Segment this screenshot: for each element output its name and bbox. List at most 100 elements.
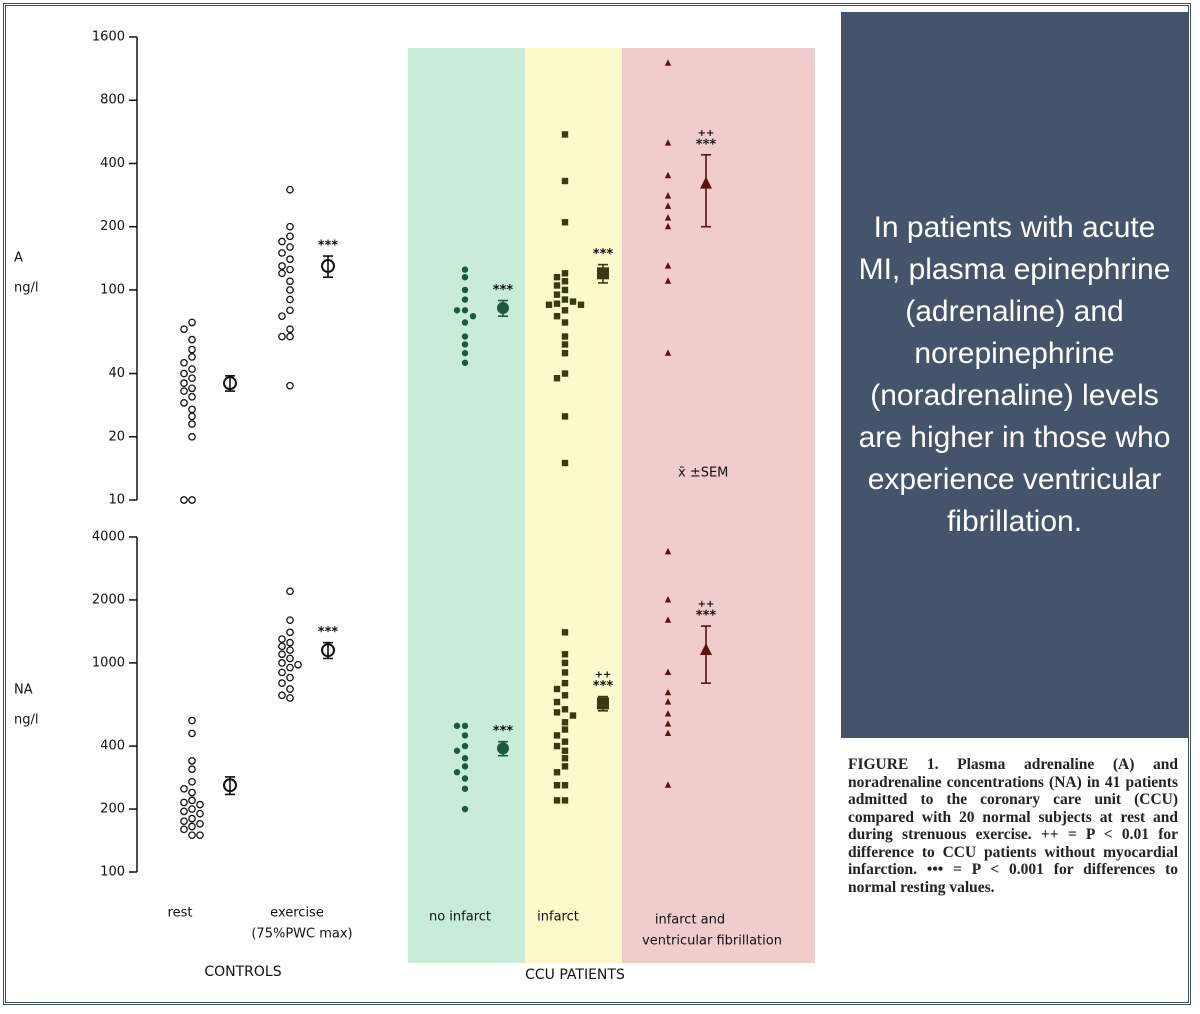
dot <box>180 399 188 407</box>
dot <box>561 782 569 789</box>
dot <box>461 286 469 294</box>
dot <box>286 265 294 274</box>
dot <box>188 374 196 383</box>
group-label: ventricular fibrillation <box>642 934 782 949</box>
dot <box>223 376 237 391</box>
y-tick-label: 1600 <box>92 30 125 45</box>
y-tick-label: 400 <box>100 156 125 171</box>
dot <box>278 691 286 700</box>
y-tick-label: 2000 <box>92 592 125 607</box>
dot <box>553 685 561 693</box>
dot <box>461 805 469 813</box>
dot <box>188 392 196 401</box>
dot <box>286 587 294 596</box>
dot <box>664 222 672 230</box>
y-tick-label: 1000 <box>92 655 125 670</box>
dot <box>561 459 569 467</box>
dot <box>188 729 196 738</box>
dot <box>286 185 294 194</box>
dot <box>664 277 672 284</box>
dot <box>561 726 569 733</box>
dot <box>664 616 672 623</box>
dot <box>188 822 196 831</box>
dot <box>664 710 672 717</box>
dot <box>278 659 286 667</box>
significance: ++ <box>595 670 612 681</box>
dot <box>597 267 609 280</box>
callout: In patients with acute MI, plasma epinep… <box>841 12 1188 738</box>
dot <box>561 679 569 687</box>
dot <box>278 642 286 651</box>
dot <box>700 176 712 189</box>
dot <box>461 273 469 281</box>
dot <box>664 139 672 146</box>
dot <box>553 769 561 776</box>
dot <box>700 643 712 656</box>
dot <box>180 807 188 816</box>
dot <box>286 222 294 231</box>
dot <box>561 296 569 303</box>
dot <box>286 277 294 286</box>
dot <box>180 798 188 807</box>
group-label: no infarct <box>429 910 491 925</box>
y-tick-label: 40 <box>108 366 125 381</box>
dot <box>180 379 188 387</box>
y-axis-label: A <box>14 251 23 266</box>
y-tick-label: 4000 <box>92 530 125 545</box>
group-label: (75%PWC max) <box>251 927 352 942</box>
dot <box>461 333 469 340</box>
dot <box>561 413 569 420</box>
dot <box>664 349 672 356</box>
dot <box>664 547 672 555</box>
dot <box>561 333 569 340</box>
dot <box>553 300 561 307</box>
dot <box>278 237 286 246</box>
dot <box>286 243 294 251</box>
dot <box>286 306 294 315</box>
dot <box>461 319 469 326</box>
dot <box>286 255 294 264</box>
dot <box>461 296 469 303</box>
y-tick-label: 200 <box>100 219 125 234</box>
mean-note: x̄ ±SEM <box>678 466 728 481</box>
dot <box>561 319 569 326</box>
dot <box>553 291 561 298</box>
dot <box>597 697 609 710</box>
dot <box>664 668 672 676</box>
dot <box>561 659 569 667</box>
dot <box>561 747 569 754</box>
dot <box>461 742 469 750</box>
band-infarct <box>525 48 622 963</box>
y-tick-label: 100 <box>100 282 125 297</box>
dot <box>188 384 196 393</box>
group-label: infarct <box>537 910 579 925</box>
dot <box>196 809 204 818</box>
dot <box>196 831 204 840</box>
dot <box>461 722 469 730</box>
significance: *** <box>493 724 514 739</box>
dot <box>461 755 469 762</box>
significance: ++ <box>698 599 715 610</box>
dot <box>561 651 569 658</box>
dot <box>321 259 335 274</box>
dot <box>188 805 196 813</box>
dot <box>545 301 553 308</box>
dot <box>278 312 286 321</box>
dot <box>188 345 196 354</box>
dot <box>461 775 469 782</box>
group-header: CONTROLS <box>204 964 281 980</box>
dot <box>561 278 569 285</box>
y-axis-label: ng/l <box>14 281 38 296</box>
dot <box>278 262 286 270</box>
dot <box>286 332 294 341</box>
dot <box>188 405 196 414</box>
dot <box>188 412 196 421</box>
dot <box>497 302 509 315</box>
dot <box>461 307 469 314</box>
dot <box>188 788 196 797</box>
dot <box>180 387 188 395</box>
dot <box>561 719 569 726</box>
dot <box>664 171 672 179</box>
dot <box>577 301 585 308</box>
